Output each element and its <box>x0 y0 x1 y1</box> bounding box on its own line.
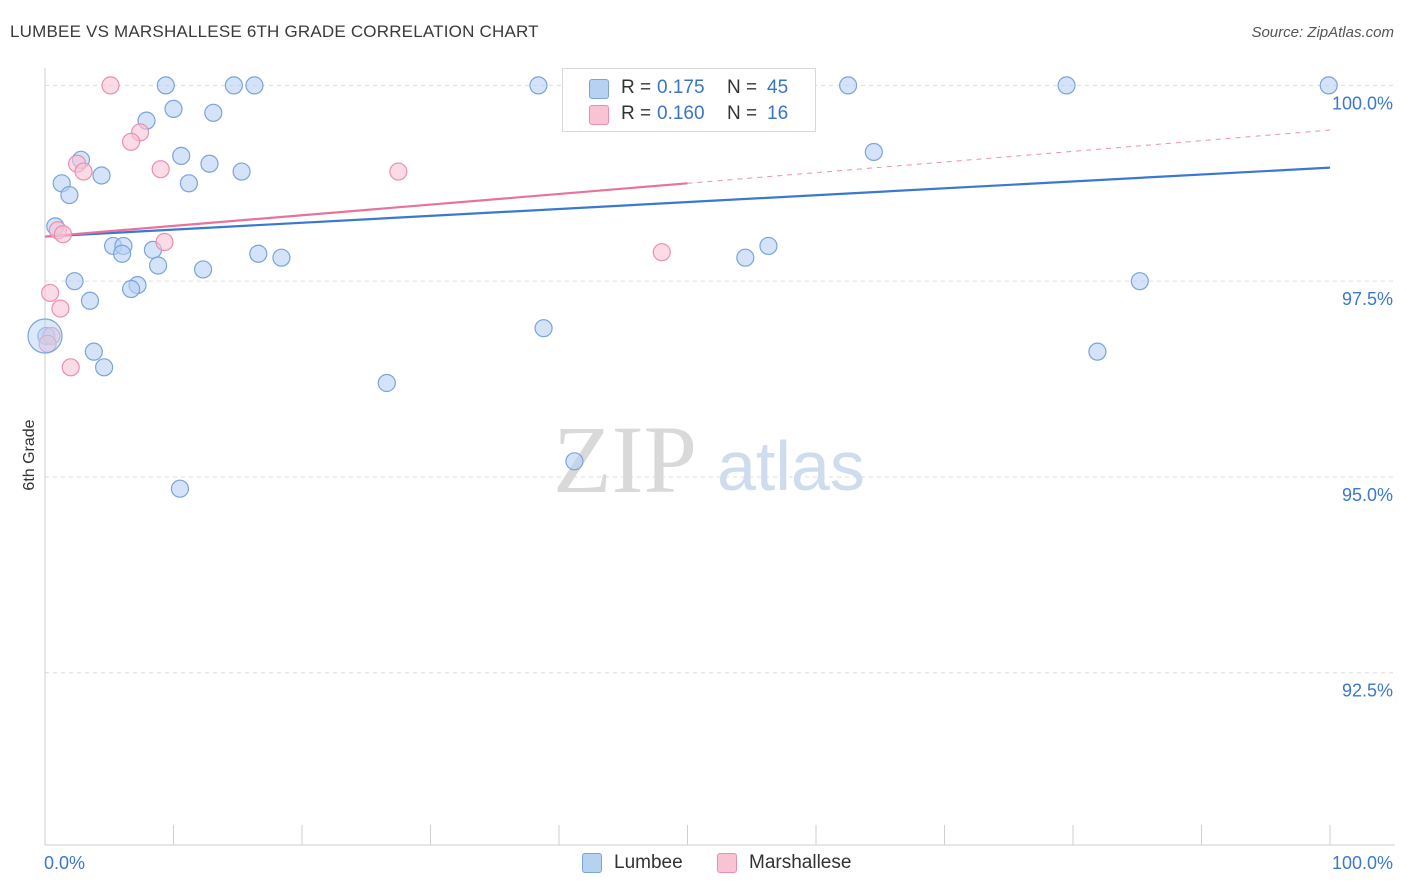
point-lumbee <box>92 166 111 185</box>
point-lumbee <box>172 146 191 165</box>
point-lumbee <box>80 291 100 310</box>
watermark: ZIP atlas <box>553 406 865 513</box>
point-lumbee <box>232 162 251 181</box>
data-points <box>27 76 1338 498</box>
point-lumbee <box>1130 272 1149 291</box>
point-lumbee <box>1088 342 1107 361</box>
point-lumbee <box>60 185 79 205</box>
point-marshallese <box>155 232 174 252</box>
point-lumbee <box>179 174 199 193</box>
point-marshallese <box>41 283 60 303</box>
legend-swatch-lumbee <box>589 79 609 99</box>
point-lumbee <box>377 373 396 393</box>
point-lumbee <box>759 236 778 256</box>
legend-label-lumbee: Lumbee <box>614 852 683 873</box>
axes <box>44 68 1395 846</box>
trend-extension-marshallese <box>687 129 1331 184</box>
point-lumbee <box>736 248 755 267</box>
point-marshallese <box>121 132 141 151</box>
legend-n-value: 45 <box>767 77 789 98</box>
point-lumbee <box>200 154 219 173</box>
source-label: Source: ZipAtlas.com <box>1251 24 1394 41</box>
y-axis-label: 6th Grade <box>21 419 38 490</box>
tick-labels: 100.0% 97.5% 95.0% 92.5% 0.0% 100.0% <box>44 93 1393 873</box>
legend-r-value: 0.160 <box>657 103 705 124</box>
x-tick-label-max: 100.0% <box>1332 853 1393 873</box>
point-lumbee <box>245 76 264 95</box>
point-lumbee <box>529 76 548 95</box>
point-lumbee <box>839 76 858 95</box>
legend-row-lumbee: R = 0.175 N = 45 <box>563 76 815 102</box>
chart-title: LUMBEE VS MARSHALLESE 6TH GRADE CORRELAT… <box>10 22 539 41</box>
legend-n-label: N = <box>727 103 758 124</box>
point-marshallese <box>53 225 73 244</box>
y-tick-label: 92.5% <box>1342 681 1393 701</box>
y-tick-label: 97.5% <box>1342 289 1393 309</box>
point-marshallese <box>652 243 671 262</box>
point-lumbee <box>249 244 268 263</box>
point-marshallese <box>51 299 70 318</box>
point-marshallese <box>61 358 80 377</box>
point-lumbee-large <box>27 318 63 354</box>
legend-swatch-marshallese <box>589 105 609 125</box>
point-lumbee <box>148 256 168 275</box>
point-lumbee <box>1319 76 1338 95</box>
point-lumbee <box>565 452 584 471</box>
point-lumbee <box>84 342 103 361</box>
point-marshallese <box>389 162 408 181</box>
point-lumbee <box>121 279 141 299</box>
point-marshallese <box>74 162 93 181</box>
legend-r-label: R = <box>621 77 652 98</box>
x-tick-label-min: 0.0% <box>44 853 85 873</box>
stats-legend: R = 0.175 N = 45 R = 0.160 N = 16 <box>562 68 816 132</box>
point-lumbee <box>170 479 190 498</box>
legend-swatch-lumbee <box>582 853 602 873</box>
legend-r-label: R = <box>621 103 652 124</box>
point-lumbee <box>95 358 114 377</box>
point-lumbee <box>224 76 243 95</box>
legend-n-label: N = <box>727 77 758 98</box>
point-lumbee <box>1057 76 1076 95</box>
legend-row-marshallese: R = 0.160 N = 16 <box>563 102 815 128</box>
point-lumbee <box>112 244 132 263</box>
point-marshallese <box>101 76 120 95</box>
point-lumbee <box>164 99 183 119</box>
point-lumbee <box>272 248 291 267</box>
trend-line-marshallese <box>44 182 688 238</box>
point-lumbee <box>65 272 84 291</box>
point-lumbee <box>204 103 223 122</box>
legend-label-marshallese: Marshallese <box>749 852 852 873</box>
point-lumbee <box>864 142 883 162</box>
watermark-atlas: atlas <box>717 427 865 505</box>
y-tick-label: 95.0% <box>1342 485 1393 505</box>
y-tick-label: 100.0% <box>1332 93 1393 113</box>
point-lumbee <box>156 76 175 95</box>
point-lumbee <box>193 260 213 279</box>
trend-line-lumbee <box>44 166 1331 238</box>
trend-lines <box>44 129 1331 238</box>
point-marshallese <box>151 160 170 179</box>
point-lumbee <box>534 319 553 338</box>
legend-swatch-marshallese <box>717 853 737 873</box>
legend-n-value: 16 <box>767 103 789 124</box>
legend-r-value: 0.175 <box>657 77 705 98</box>
